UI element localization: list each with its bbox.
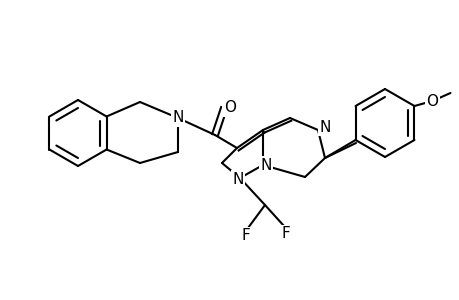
Text: N: N (260, 158, 271, 172)
Text: N: N (232, 172, 243, 187)
Text: N: N (319, 119, 330, 134)
Text: F: F (281, 226, 290, 242)
Text: O: O (224, 100, 235, 116)
Text: F: F (241, 229, 250, 244)
Text: O: O (425, 94, 437, 109)
Text: N: N (172, 110, 183, 125)
